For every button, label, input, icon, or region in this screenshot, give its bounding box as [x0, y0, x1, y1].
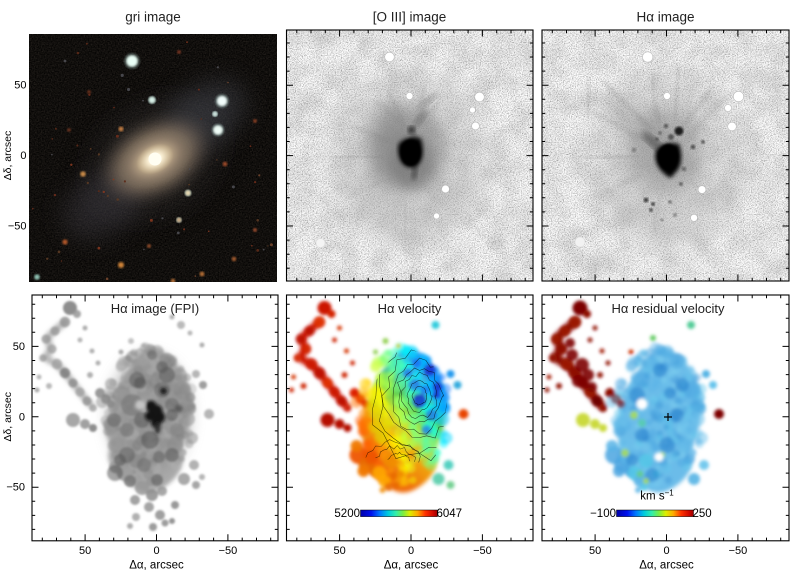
- svg-text:0: 0: [153, 545, 159, 557]
- svg-text:−50: −50: [8, 221, 27, 233]
- svg-text:0: 0: [20, 150, 26, 162]
- svg-text:−50: −50: [729, 545, 748, 557]
- svg-text:0: 0: [663, 545, 669, 557]
- svg-text:−50: −50: [219, 545, 238, 557]
- svg-text:−100: −100: [590, 508, 616, 520]
- svg-text:0: 0: [19, 411, 25, 423]
- svg-text:250: 250: [693, 508, 712, 520]
- svg-text:0: 0: [408, 545, 414, 557]
- svg-text:50: 50: [333, 545, 345, 557]
- svg-text:Δα, arcsec: Δα, arcsec: [639, 559, 694, 571]
- svg-text:50: 50: [14, 80, 26, 92]
- svg-text:[O III] image: [O III] image: [373, 10, 447, 25]
- svg-text:Hα residual velocity: Hα residual velocity: [611, 301, 725, 316]
- svg-text:Δα, arcsec: Δα, arcsec: [129, 559, 184, 571]
- svg-text:Δδ, arcsec: Δδ, arcsec: [2, 392, 14, 442]
- svg-text:gri image: gri image: [125, 10, 181, 25]
- svg-text:−50: −50: [473, 545, 492, 557]
- svg-text:Δδ, arcsec: Δδ, arcsec: [2, 131, 14, 181]
- svg-text:Hα image (FPI): Hα image (FPI): [111, 301, 199, 316]
- svg-text:Hα image: Hα image: [636, 10, 694, 25]
- svg-text:5200: 5200: [334, 508, 360, 520]
- svg-text:50: 50: [13, 341, 25, 353]
- svg-text:50: 50: [79, 545, 91, 557]
- svg-text:50: 50: [589, 545, 601, 557]
- svg-text:Δα, arcsec: Δα, arcsec: [384, 559, 439, 571]
- svg-text:Hα velocity: Hα velocity: [378, 301, 442, 316]
- svg-text:−50: −50: [6, 482, 25, 494]
- svg-text:6047: 6047: [437, 508, 463, 520]
